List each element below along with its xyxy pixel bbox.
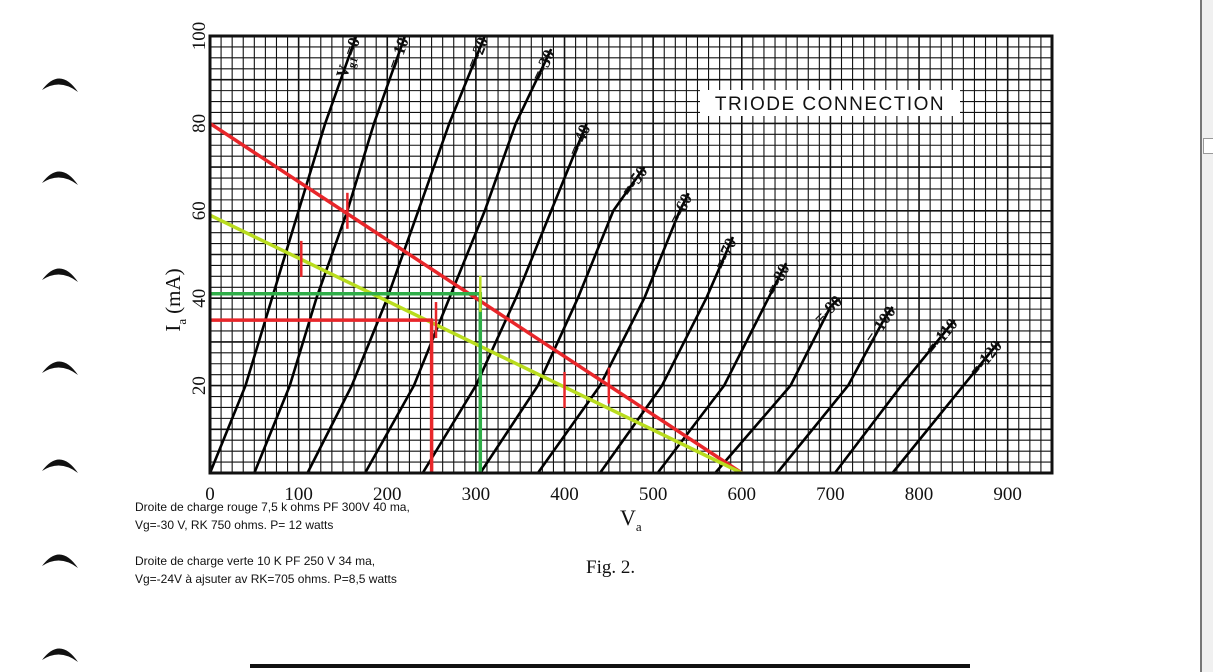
figure-caption: Fig. 2. xyxy=(586,557,636,578)
chart-title: TRIODE CONNECTION xyxy=(715,94,945,115)
y-axis-label-main: I xyxy=(161,325,185,332)
curve-label-text: =-60 xyxy=(665,191,697,228)
triode-curves xyxy=(208,35,1000,474)
triode-curve-vgm90 xyxy=(714,297,841,474)
triode-curve-vgm40 xyxy=(421,122,588,474)
x-tick-label: 500 xyxy=(639,484,668,505)
triode-curve-vg0 xyxy=(208,35,358,474)
curve-label-text: =-30 xyxy=(528,47,559,84)
scrollbar-thumb[interactable] xyxy=(1203,138,1213,154)
triode-curve-vgm50 xyxy=(479,166,646,474)
green-note-line-1: Droite de charge verte 10 K PF 250 V 34 … xyxy=(135,554,376,568)
binder-ring-hole-icon xyxy=(40,642,80,664)
binder-ring-hole-icon xyxy=(40,453,80,475)
curve-label: =-30 xyxy=(528,47,559,84)
curve-label-text: =-10 xyxy=(384,35,413,72)
load-line xyxy=(209,121,743,475)
curve-label: =-60 xyxy=(665,191,697,228)
curve-label: =-80 xyxy=(762,260,794,297)
x-tick-label: 800 xyxy=(905,484,934,505)
triode-curve-vgm10 xyxy=(253,35,407,474)
plot-frame xyxy=(208,34,1054,475)
green-load-line-note: Droite de charge verte 10 K PF 250 V 34 … xyxy=(135,552,397,588)
x-tick-label: 100 xyxy=(284,484,313,505)
binder-ring-hole-icon xyxy=(40,165,80,187)
green-note-line-2: Vg=-24V à ajsuter av RK=705 ohms. P=8,5 … xyxy=(135,572,397,586)
curve-label-suffix: =0 xyxy=(340,35,364,58)
y-tick-label: 40 xyxy=(189,289,210,308)
red-load-line-note: Droite de charge rouge 7,5 k ohms PF 300… xyxy=(135,498,410,534)
triode-curve-vgm70 xyxy=(598,236,735,474)
curve-label: =-110 xyxy=(922,315,962,358)
operating-point-projection xyxy=(210,318,434,473)
y-tick-label: 20 xyxy=(189,376,210,395)
binder-ring-hole-icon xyxy=(40,262,80,284)
chart-axes: 0 100 200 300 400 500 600 700 800 900 20 40 60 80 100 xyxy=(189,22,1054,505)
y-axis-label-unit: (mA) xyxy=(161,268,185,314)
curve-label-text: =-40 xyxy=(565,122,595,159)
binder-ring-hole-icon xyxy=(40,355,80,377)
x-tick-label: 600 xyxy=(728,484,757,505)
curve-label: =-10 xyxy=(384,35,413,72)
curve-label: Vg1=0 xyxy=(332,35,367,81)
chart-title-background xyxy=(700,90,960,116)
curve-label-text: =-80 xyxy=(762,260,794,297)
x-tick-label: 0 xyxy=(205,484,215,505)
y-tick-label: 100 xyxy=(189,22,210,51)
curve-label: =-20 xyxy=(463,34,493,71)
triode-curve-vgm120 xyxy=(891,341,1000,474)
curve-label: =-40 xyxy=(565,122,595,159)
page-bottom-rule xyxy=(250,664,970,668)
triode-curve-vgm20 xyxy=(306,35,487,474)
binder-ring-hole-icon xyxy=(40,548,80,570)
y-tick-label: 60 xyxy=(189,201,210,220)
triode-curve-vgm100 xyxy=(776,306,894,474)
x-tick-label: 700 xyxy=(816,484,845,505)
triode-curve-vgm30 xyxy=(363,48,553,474)
curve-label-text: =-90 xyxy=(810,292,846,328)
curve-label: =-90 xyxy=(810,292,846,328)
curve-label-text: =-20 xyxy=(463,34,493,71)
x-tick-label: 300 xyxy=(462,484,491,505)
curve-label-text: =-110 xyxy=(922,315,962,358)
binder-ring-hole-icon xyxy=(40,72,80,94)
curve-label-text: =-50 xyxy=(617,162,651,199)
load-line-annotations xyxy=(209,121,743,475)
triode-curve-vgm80 xyxy=(656,262,788,474)
curve-label-text: =-70 xyxy=(710,235,740,272)
x-tick-label: 400 xyxy=(550,484,579,505)
x-axis-label-sub: a xyxy=(636,519,642,534)
red-note-line-1: Droite de charge rouge 7,5 k ohms PF 300… xyxy=(135,500,410,514)
load-line xyxy=(209,213,743,475)
x-tick-label: 200 xyxy=(373,484,402,505)
y-tick-label: 80 xyxy=(189,114,210,133)
y-axis-label-sub: a xyxy=(174,319,189,325)
triode-curve-vgm60 xyxy=(536,192,690,474)
x-axis-label: Va xyxy=(620,505,642,534)
y-axis-label: Ia (mA) xyxy=(161,268,189,331)
x-tick-label: 900 xyxy=(993,484,1022,505)
curve-label: =-50 xyxy=(617,162,651,199)
x-axis-label-main: V xyxy=(620,505,636,530)
curve-label-sub: g1 xyxy=(346,55,361,69)
triode-curve-vgm110 xyxy=(833,319,956,474)
red-note-line-2: Vg=-30 V, RK 750 ohms. P= 12 watts xyxy=(135,518,334,532)
vertical-scrollbar[interactable] xyxy=(1200,0,1213,672)
curve-label: =-70 xyxy=(710,235,740,272)
